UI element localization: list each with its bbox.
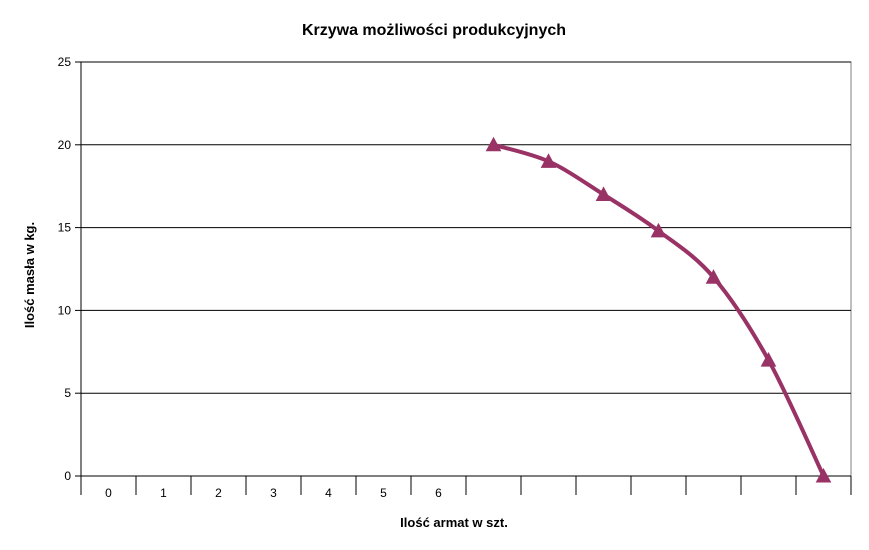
x-tick-label: 3 [270, 486, 277, 500]
x-axis-ticks: 0 1 2 3 4 5 6 [80, 476, 852, 500]
y-axis-label: Ilość masła w kg. [22, 222, 37, 328]
x-axis-label: Ilość armat w szt. [400, 515, 508, 530]
x-tick-label: 2 [215, 486, 222, 500]
y-tick-label: 20 [58, 138, 72, 152]
data-point-marker [705, 269, 722, 284]
y-tick-label: 10 [58, 303, 72, 317]
y-axis-ticks: 0 5 10 15 20 25 [58, 55, 81, 483]
y-gridlines [81, 61, 851, 394]
data-point-marker [595, 186, 612, 201]
y-tick-label: 25 [58, 55, 72, 69]
y-tick-label: 15 [58, 221, 72, 235]
x-tick-label: 1 [160, 486, 167, 500]
x-tick-label: 0 [105, 486, 112, 500]
chart-title: Krzywa możliwości produkcyjnych [302, 22, 566, 39]
series-layer [485, 136, 832, 483]
plot-area [80, 61, 852, 477]
y-tick-label: 5 [64, 386, 71, 400]
data-point-marker [650, 222, 667, 238]
y-tick-label: 0 [64, 469, 71, 483]
x-tick-label: 4 [325, 486, 332, 500]
data-point-marker [540, 153, 557, 168]
data-point-marker [815, 467, 832, 483]
x-tick-label: 5 [380, 486, 387, 500]
data-point-marker [485, 136, 502, 152]
x-tick-label: 6 [435, 486, 442, 500]
data-point-marker [760, 352, 777, 367]
